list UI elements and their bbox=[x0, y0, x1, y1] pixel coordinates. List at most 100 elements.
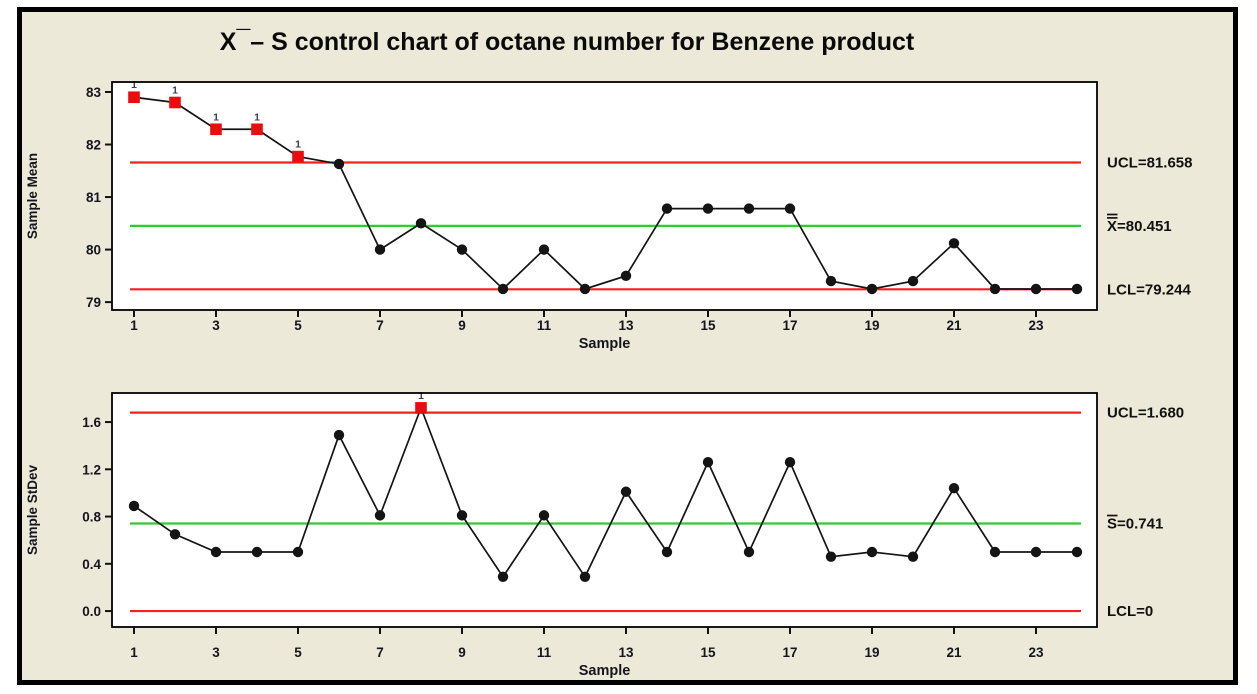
y-tick-label: 83 bbox=[86, 85, 102, 100]
data-point bbox=[907, 275, 919, 287]
plot-area bbox=[112, 82, 1097, 310]
title-overbar: ¯ bbox=[236, 26, 251, 54]
x-tick-label: 11 bbox=[537, 645, 552, 660]
data-point bbox=[620, 270, 632, 282]
x-tick-label: 13 bbox=[618, 645, 634, 660]
data-point bbox=[866, 283, 878, 295]
data-point bbox=[538, 244, 550, 255]
y-tick-label: 1.2 bbox=[82, 462, 101, 477]
y-tick-label: 0.0 bbox=[82, 604, 101, 619]
x-tick-label: 5 bbox=[294, 318, 302, 333]
y-tick-label: 79 bbox=[86, 295, 101, 310]
data-point bbox=[948, 238, 960, 249]
series-line bbox=[133, 405, 1077, 579]
y-tick-label: 1.6 bbox=[82, 415, 101, 430]
y-tick-label: 0.4 bbox=[82, 557, 101, 572]
data-point bbox=[333, 429, 345, 441]
data-point bbox=[825, 551, 837, 562]
data-point bbox=[743, 546, 755, 558]
data-point bbox=[169, 529, 181, 540]
y-tick-label: 82 bbox=[86, 138, 101, 153]
plot-area bbox=[112, 393, 1097, 627]
data-point bbox=[497, 571, 509, 582]
x-tick-label: 1 bbox=[130, 318, 138, 333]
test-failure-flag: 1 bbox=[172, 84, 178, 96]
data-point bbox=[251, 546, 263, 558]
ucl-annotation: UCL=1.680 bbox=[1107, 405, 1184, 422]
data-point bbox=[374, 510, 386, 521]
out-of-control-point bbox=[128, 91, 140, 104]
data-point bbox=[948, 483, 960, 494]
x-tick-label: 17 bbox=[782, 318, 797, 333]
x-tick-label: 13 bbox=[618, 318, 634, 333]
data-point bbox=[907, 551, 919, 562]
lcl-annotation: LCL=79.244 bbox=[1107, 281, 1191, 298]
y-tick-label: 80 bbox=[86, 243, 101, 258]
data-point bbox=[989, 283, 1001, 295]
title-x: X bbox=[219, 28, 237, 56]
data-point bbox=[1030, 546, 1042, 558]
data-point bbox=[415, 218, 427, 229]
data-point bbox=[374, 244, 386, 255]
y-tick-label: 81 bbox=[86, 190, 102, 205]
test-failure-flag: 1 bbox=[295, 139, 301, 151]
data-point bbox=[702, 203, 714, 214]
test-failure-flag: 1 bbox=[131, 79, 137, 91]
out-of-control-point bbox=[292, 150, 304, 163]
data-point bbox=[825, 275, 837, 287]
plot-border bbox=[111, 81, 1098, 311]
x-tick-label: 3 bbox=[212, 318, 220, 333]
x-tick-label: 23 bbox=[1028, 318, 1044, 333]
data-point bbox=[579, 283, 591, 295]
data-point bbox=[620, 486, 632, 497]
sample-stdev-chart: 10.00.40.81.21.61 3 5 7 9 11 13 15 17 19 21 23Sampl… bbox=[25, 390, 1184, 679]
data-point bbox=[661, 546, 673, 558]
ucl-annotation: UCL=81.658 bbox=[1107, 154, 1192, 171]
data-point bbox=[1071, 546, 1083, 558]
data-point bbox=[702, 457, 714, 468]
x-tick-label: 19 bbox=[864, 318, 879, 333]
x-tick-label: 7 bbox=[376, 318, 384, 333]
out-of-control-point bbox=[210, 123, 222, 136]
out-of-control-point bbox=[415, 402, 427, 414]
data-point bbox=[661, 203, 673, 214]
y-axis-title: Sample Mean bbox=[25, 153, 40, 239]
data-point bbox=[1071, 283, 1083, 295]
data-point bbox=[784, 457, 796, 468]
x-tick-label: 17 bbox=[782, 645, 797, 660]
data-point bbox=[456, 244, 468, 255]
x-axis-title: Sample bbox=[579, 663, 631, 679]
data-point bbox=[579, 571, 591, 582]
series-line bbox=[133, 96, 1077, 291]
data-point bbox=[497, 283, 509, 295]
x-tick-label: 19 bbox=[864, 645, 879, 660]
test-failure-flag: 1 bbox=[213, 111, 219, 123]
x-axis-title: Sample bbox=[579, 336, 631, 352]
center-annotation: X=80.451 bbox=[1107, 218, 1172, 235]
test-failure-flag: 1 bbox=[254, 111, 260, 123]
out-of-control-point bbox=[169, 96, 181, 109]
x-tick-label: 1 bbox=[130, 645, 138, 660]
y-tick-label: 0.8 bbox=[82, 510, 101, 525]
data-point bbox=[456, 510, 468, 521]
data-point bbox=[210, 546, 222, 558]
data-point bbox=[743, 203, 755, 214]
figure-frame: X¯– S control chart of octane number for… bbox=[17, 7, 1238, 685]
data-point bbox=[866, 546, 878, 558]
data-point bbox=[1030, 283, 1042, 295]
data-point bbox=[333, 158, 345, 170]
x-tick-label: 7 bbox=[376, 645, 384, 660]
center-annotation: S=0.741 bbox=[1107, 516, 1163, 533]
data-point bbox=[784, 203, 796, 214]
x-tick-label: 5 bbox=[294, 645, 302, 660]
out-of-control-point bbox=[251, 123, 263, 136]
data-point bbox=[538, 510, 550, 521]
x-tick-label: 11 bbox=[537, 318, 552, 333]
lcl-annotation: LCL=0 bbox=[1107, 603, 1153, 620]
x-tick-label: 21 bbox=[946, 318, 962, 333]
data-point bbox=[989, 546, 1001, 558]
x-tick-label: 23 bbox=[1028, 645, 1044, 660]
x-tick-label: 15 bbox=[700, 318, 716, 333]
